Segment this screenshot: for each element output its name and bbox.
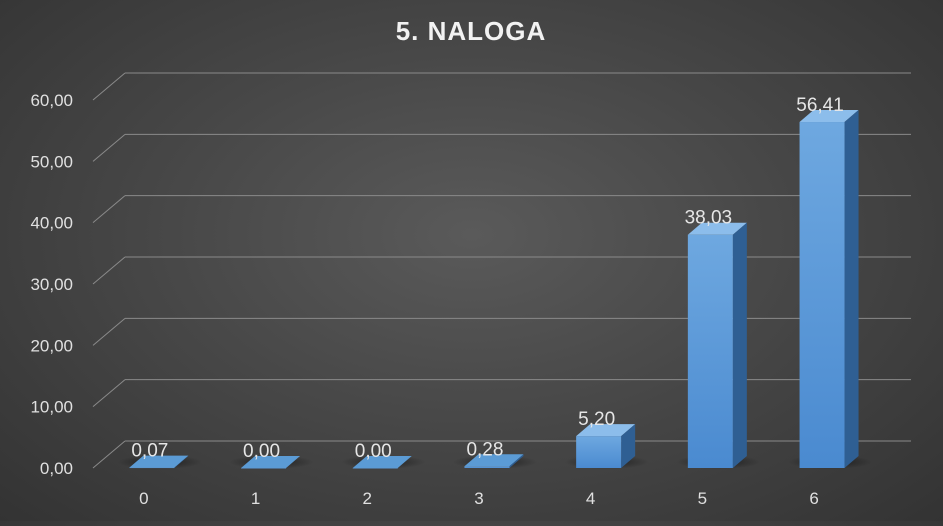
y-tick-label: 60,00 [30,91,73,110]
bar-front [687,234,733,468]
bar-side [844,110,859,468]
bar-front [576,436,622,468]
bars [129,110,859,469]
bar-side [174,455,189,468]
y-tick-label: 0,00 [40,459,73,478]
bar-top [241,456,301,468]
y-tick-label: 10,00 [30,398,73,417]
x-axis-tick-labels: 0 1 2 3 4 5 6 [139,489,819,508]
bar-front [241,468,287,469]
bar-side [621,424,636,468]
bar [799,110,859,468]
gridline-diagonal [92,379,126,408]
bar-top [129,455,189,468]
data-labels: 0,07 0,00 0,00 0,28 5,20 38,03 56,41 [131,95,843,462]
bar [464,454,524,468]
x-tick-label: 4 [586,489,595,508]
data-label: 5,20 [578,409,615,430]
bar-front [352,468,398,469]
data-label: 0,28 [466,439,503,460]
bar-top [464,454,524,467]
bar-top [799,110,859,123]
y-axis-tick-labels: 0,00 10,00 20,00 30,00 40,00 50,00 60,00 [30,91,73,478]
gridline-diagonal [92,133,126,162]
bar-top [576,424,636,437]
bar [352,456,412,469]
bar-top [352,456,412,468]
y-tick-label: 20,00 [30,336,73,355]
gridline-diagonal [92,317,126,346]
bar-front [464,466,510,468]
bar [576,424,636,468]
x-tick-label: 1 [251,489,260,508]
data-label: 0,00 [355,441,392,462]
gridline-diagonal [92,256,126,285]
data-label: 38,03 [685,208,733,229]
x-tick-label: 6 [809,489,818,508]
bar-side [509,454,524,468]
bar-top [687,222,747,235]
y-tick-label: 50,00 [30,152,73,171]
bar-front [799,122,845,468]
gridline-diagonal [92,440,126,469]
y-tick-label: 40,00 [30,214,73,233]
gridlines [92,72,911,469]
x-tick-label: 5 [698,489,707,508]
gridline-diagonal [92,195,126,224]
bar-front [129,467,175,469]
bar [687,222,747,468]
bar-side [732,222,747,468]
data-label: 0,07 [131,441,168,462]
gridline-diagonal [92,72,126,101]
data-label: 56,41 [796,95,844,116]
y-tick-label: 30,00 [30,275,73,294]
bar [129,455,189,469]
x-tick-label: 3 [474,489,483,508]
x-tick-label: 2 [363,489,372,508]
bar [241,456,301,469]
chart-title: 5. NALOGA [396,16,547,46]
x-tick-label: 0 [139,489,148,508]
data-label: 0,00 [243,441,280,462]
